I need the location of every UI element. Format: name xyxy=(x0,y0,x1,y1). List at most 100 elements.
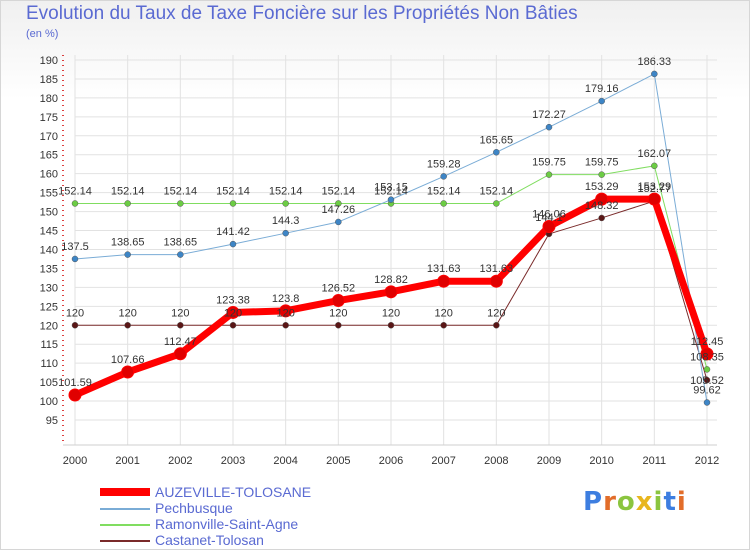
data-point xyxy=(542,220,556,234)
data-label: 101.59 xyxy=(58,377,92,389)
logo-letter: o xyxy=(616,487,636,517)
data-label: 120 xyxy=(224,307,242,319)
y-tick-label: 150 xyxy=(40,207,58,219)
data-label: 159.75 xyxy=(532,157,566,169)
y-tick-label: 180 xyxy=(40,93,58,105)
data-point xyxy=(700,347,714,361)
data-point xyxy=(703,399,711,406)
data-point xyxy=(598,214,605,222)
data-point xyxy=(282,229,289,237)
y-tick-label: 155 xyxy=(40,188,58,200)
data-label: 144.3 xyxy=(272,215,300,227)
logo-letter: t xyxy=(663,487,677,517)
proxiti-logo: Proxiti xyxy=(583,487,687,517)
data-label: 99.62 xyxy=(693,384,721,396)
data-point xyxy=(598,97,605,105)
data-label: 120 xyxy=(434,307,452,319)
data-point xyxy=(703,366,711,373)
logo-letter: P xyxy=(583,487,604,517)
data-point xyxy=(177,200,184,207)
data-point xyxy=(493,322,500,329)
data-point xyxy=(124,251,131,258)
data-point xyxy=(279,304,293,318)
legend-label: AUZEVILLE-TOLOSANE xyxy=(155,484,312,500)
data-label: 152.14 xyxy=(427,185,461,197)
data-label: 147.26 xyxy=(322,204,356,216)
logo-letter: i xyxy=(676,487,687,517)
data-label: 141.42 xyxy=(216,226,250,238)
y-tick-label: 160 xyxy=(40,169,58,181)
data-label: 186.33 xyxy=(638,56,672,68)
y-tick-label: 100 xyxy=(40,396,58,408)
data-point xyxy=(335,200,342,207)
data-label: 123.8 xyxy=(272,293,300,305)
x-tick-label: 2000 xyxy=(63,455,87,467)
x-tick-label: 2004 xyxy=(273,455,297,467)
data-label: 120 xyxy=(118,307,136,319)
data-point xyxy=(124,322,131,329)
logo-letter: x xyxy=(635,487,654,517)
data-label: 120 xyxy=(487,307,505,319)
data-label: 108.35 xyxy=(690,351,724,363)
y-tick-label: 125 xyxy=(40,301,58,313)
y-tick-label: 145 xyxy=(40,226,58,238)
y-tick-label: 95 xyxy=(46,415,58,427)
data-label: 123.38 xyxy=(216,294,250,306)
data-label: 159.75 xyxy=(585,157,619,169)
legend-label: Castanet-Tolosan xyxy=(155,532,264,548)
data-label: 172.27 xyxy=(532,109,566,121)
x-tick-label: 2011 xyxy=(643,455,667,467)
legend-swatch xyxy=(100,524,150,526)
data-point xyxy=(440,173,447,180)
y-tick-label: 130 xyxy=(40,282,58,294)
x-tick-label: 2006 xyxy=(379,455,403,467)
data-point xyxy=(173,347,187,361)
y-tick-label: 190 xyxy=(40,55,58,67)
data-point xyxy=(177,322,184,329)
data-label: 179.16 xyxy=(585,83,619,95)
y-tick-label: 115 xyxy=(40,339,58,351)
data-point xyxy=(229,240,237,248)
x-tick-label: 2010 xyxy=(589,455,613,467)
data-label: 105.52 xyxy=(690,375,724,387)
data-label: 112.45 xyxy=(691,336,724,348)
data-label: 153.15 xyxy=(374,182,408,194)
data-point xyxy=(282,322,289,329)
data-label: 152.14 xyxy=(111,185,145,197)
legend-label: Pechbusque xyxy=(155,500,233,516)
data-point xyxy=(226,305,240,319)
y-tick-label: 170 xyxy=(40,131,58,143)
data-label: 152.14 xyxy=(374,185,408,197)
x-tick-label: 2012 xyxy=(695,455,719,467)
logo-letter: r xyxy=(603,487,617,517)
data-point xyxy=(71,322,79,329)
data-label: 112.47 xyxy=(164,336,197,348)
data-label: 146.06 xyxy=(532,209,566,221)
data-label: 120 xyxy=(329,307,347,319)
data-label: 131.63 xyxy=(427,263,461,275)
data-point xyxy=(282,200,289,207)
data-label: 120 xyxy=(66,307,84,319)
data-label: 152.14 xyxy=(216,185,250,197)
data-label: 138.65 xyxy=(111,237,145,249)
data-point xyxy=(384,285,398,299)
data-label: 153.29 xyxy=(585,181,619,193)
data-label: 128.82 xyxy=(374,274,408,286)
data-point xyxy=(440,200,447,207)
y-tick-label: 165 xyxy=(40,150,58,162)
data-label: 138.65 xyxy=(164,237,198,249)
data-label: 152.77 xyxy=(638,183,672,195)
data-label: 120 xyxy=(276,307,294,319)
data-point xyxy=(651,70,658,78)
data-point xyxy=(647,192,661,206)
data-label: 152.14 xyxy=(322,185,356,197)
chart-subtitle: (en %) xyxy=(26,28,59,40)
x-tick-label: 2002 xyxy=(168,455,192,467)
data-label: 153.29 xyxy=(638,181,672,193)
legend-label: Ramonville-Saint-Agne xyxy=(155,516,299,532)
chart-title: Evolution du Taux de Taxe Foncière sur l… xyxy=(26,3,578,24)
x-tick-label: 2005 xyxy=(326,455,350,467)
logo-letter: i xyxy=(653,487,664,517)
x-tick-label: 2007 xyxy=(431,455,455,467)
